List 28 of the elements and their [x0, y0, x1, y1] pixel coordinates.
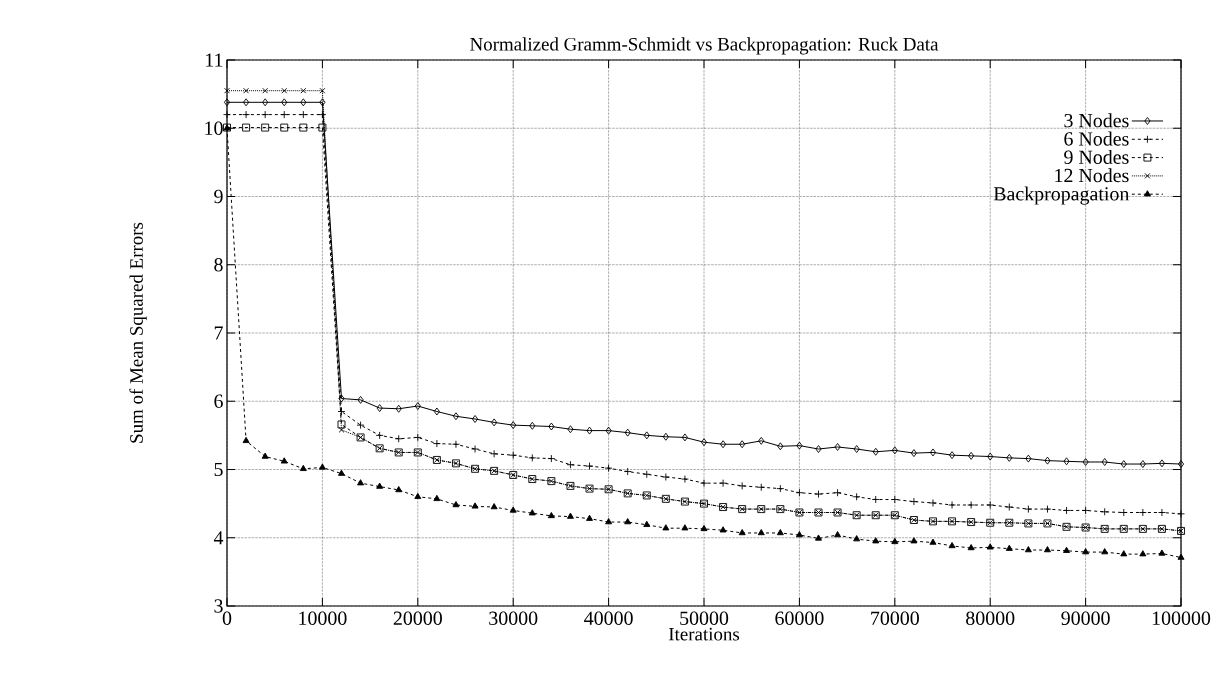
y-tick-label: 3	[214, 599, 223, 613]
legend-label: 3 Nodes	[1064, 113, 1129, 128]
y-tick-label: 4	[213, 531, 224, 545]
legend-label: 9 Nodes	[1064, 149, 1129, 164]
x-tick-label: 50000	[680, 611, 729, 625]
x-tick-label: 0	[222, 611, 232, 625]
x-tick-label: 90000	[1061, 611, 1110, 625]
chart-title: Normalized Gramm-Schmidt vs Backpropagation: Ruck Data	[470, 37, 939, 55]
y-tick-label: 11	[206, 53, 223, 67]
x-tick-label: 70000	[871, 611, 919, 625]
x-tick-label: 10000	[299, 611, 347, 625]
x-tick-label: 100000	[1152, 611, 1211, 625]
y-axis-title: Sum of Mean Squared Errors	[129, 222, 147, 443]
y-tick-label: 9	[214, 189, 223, 204]
x-tick-label: 30000	[489, 611, 538, 625]
legend-label: 6 Nodes	[1064, 131, 1129, 146]
y-tick-label: 7	[214, 326, 223, 340]
y-tick-label: 6	[214, 394, 223, 408]
y-tick-label: 8	[214, 258, 223, 272]
x-tick-label: 60000	[775, 611, 824, 625]
y-tick-label: 10	[205, 121, 223, 135]
x-tick-label: 80000	[966, 611, 1015, 625]
x-axis-title: Iterations	[668, 627, 740, 641]
legend-label: Backpropagation	[993, 186, 1130, 205]
x-tick-label: 20000	[393, 611, 442, 625]
legend-label: 12 Nodes	[1055, 168, 1129, 183]
y-tick-label: 5	[214, 462, 223, 477]
x-tick-label: 40000	[584, 611, 633, 625]
